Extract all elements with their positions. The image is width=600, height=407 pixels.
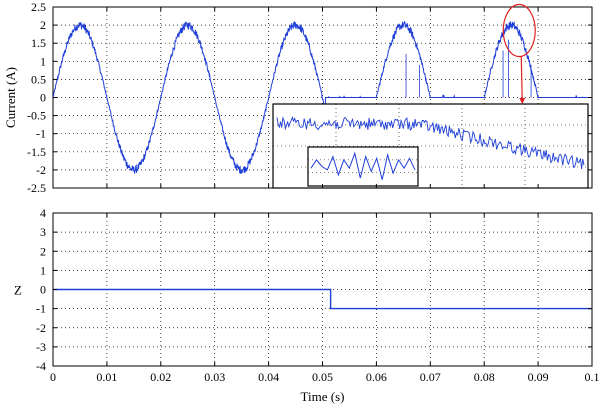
z-plot: 4 3 2 1 0 -1 -2 -3 -4 0 0.01 0.02 0.03 0.04 0.05 0.06 0.… [14,206,599,404]
z-x-tick-label: 0 [50,370,56,384]
inner-inset-series-line [310,151,416,180]
current-y-tick-label: -1.5 [27,145,46,159]
current-y-tick-label: 0 [40,91,46,105]
current-y-tick-label: 1.5 [31,36,46,50]
current-y-tick-label: 0.5 [31,72,46,86]
current-series-line [52,20,592,174]
zoom-arrow-line [520,56,523,101]
current-plot: 2.5 2 1.5 1 0.5 0 -0.5 -1 -1.5 -2 -2.5 Current (A) [3,0,593,195]
z-y-tick-label: -3 [36,340,46,354]
current-y-tick-label: -2 [36,163,46,177]
z-y-tick-label: 0 [40,283,46,297]
z-series-line [53,288,592,310]
z-y-tick-label: -1 [36,302,46,316]
z-x-tick-label: 0.03 [204,370,225,384]
z-x-tick-label: 0.09 [528,370,549,384]
z-x-tick-label: 0.06 [366,370,387,384]
z-x-tick-label: 0.07 [420,370,441,384]
zoom-arrow-head [519,98,526,104]
z-x-tick-label: 0.01 [96,370,117,384]
current-y-tick-label: -2.5 [27,181,46,195]
current-y-axis-label: Current (A) [3,67,18,128]
z-x-tick-label: 0.05 [312,370,333,384]
z-y-tick-label: 4 [40,206,46,220]
z-y-tick-label: -4 [36,359,46,373]
z-y-tick-label: -2 [36,321,46,335]
current-y-tick-label: -0.5 [27,109,46,123]
z-x-tick-label: 0.04 [258,370,279,384]
z-x-tick-label: 0.02 [150,370,171,384]
current-y-tick-label: 1 [40,54,46,68]
z-x-tick-label: 0.08 [474,370,495,384]
current-y-tick-label: 2 [40,18,46,32]
z-y-tick-label: 3 [40,225,46,239]
x-axis-label: Time (s) [301,389,345,404]
current-y-tick-label: 2.5 [31,0,46,14]
z-y-axis-label: Z [14,283,22,298]
z-y-tick-label: 1 [40,263,46,277]
inset-series-line [276,116,585,170]
z-y-tick-label: 2 [40,244,46,258]
current-y-tick-label: -1 [36,127,46,141]
zoom-highlight-ellipse [502,3,536,58]
z-x-tick-label: 0.1 [585,370,600,384]
